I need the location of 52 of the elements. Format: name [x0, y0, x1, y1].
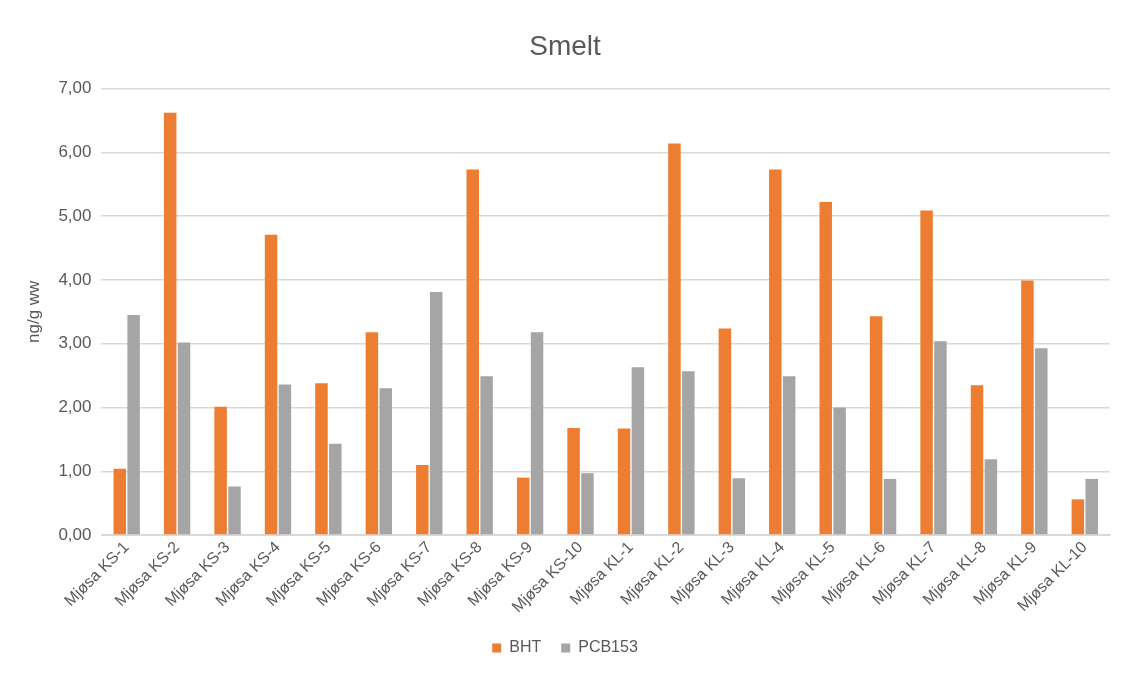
- bar: [819, 202, 832, 535]
- bar: [782, 376, 796, 535]
- bar: [1085, 478, 1098, 535]
- bar: [1071, 499, 1085, 535]
- bar: [883, 478, 897, 535]
- y-tick-label: 1,00: [58, 460, 92, 480]
- bar: [984, 459, 998, 535]
- bar: [278, 384, 292, 535]
- chart-title: Smelt: [529, 29, 601, 61]
- y-tick-label: 3,00: [58, 333, 92, 353]
- bar: [1021, 280, 1034, 535]
- bar: [920, 210, 933, 535]
- y-tick-label: 2,00: [58, 397, 92, 417]
- bar: [480, 376, 493, 535]
- bar: [113, 468, 127, 535]
- bar: [668, 143, 681, 535]
- y-tick-label: 4,00: [58, 269, 92, 289]
- bar: [416, 464, 429, 535]
- legend-label: BHT: [509, 638, 542, 656]
- y-axis-title: ng/g ww: [23, 279, 43, 344]
- bar: [379, 388, 392, 535]
- bar: [429, 292, 443, 535]
- bar: [682, 371, 695, 535]
- bar: [934, 341, 947, 535]
- bar: [869, 316, 883, 535]
- bar: [163, 112, 177, 535]
- bar: [315, 383, 328, 535]
- bar: [631, 367, 645, 535]
- bar: [617, 428, 631, 535]
- bar: [516, 477, 530, 535]
- bar: [530, 332, 544, 535]
- y-tick-label: 6,00: [58, 142, 92, 162]
- bar: [970, 385, 984, 535]
- bar: [228, 486, 241, 535]
- bar: [329, 443, 342, 535]
- legend-label: PCB153: [578, 638, 638, 656]
- bar: [769, 169, 782, 535]
- bar: [732, 478, 745, 535]
- bar: [127, 315, 140, 535]
- bar: [177, 342, 191, 535]
- bar: [833, 407, 846, 535]
- y-tick-label: 7,00: [58, 78, 92, 98]
- y-tick-label: 0,00: [58, 524, 92, 544]
- bar: [214, 406, 227, 535]
- bar: [1035, 348, 1048, 535]
- y-tick-label: 5,00: [58, 205, 92, 225]
- bar: [365, 332, 379, 535]
- bar: [718, 328, 732, 535]
- bar: [466, 169, 479, 535]
- bar: [581, 473, 594, 535]
- bar: [567, 427, 580, 535]
- bar: [264, 234, 278, 535]
